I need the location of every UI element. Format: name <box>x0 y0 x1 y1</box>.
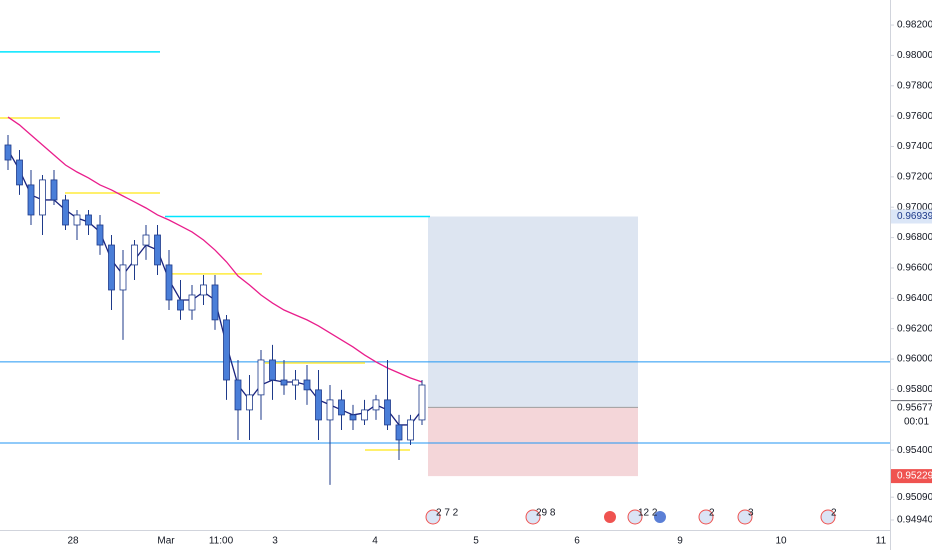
event-icon[interactable] <box>698 509 714 525</box>
x-tick-label: 4 <box>372 536 378 547</box>
candle-body <box>280 379 288 386</box>
y-tick-label: 0.98000 <box>897 50 932 61</box>
x-tick-label: 28 <box>67 536 79 547</box>
candle-body <box>154 234 161 266</box>
profit-zone <box>428 216 638 408</box>
x-tick-label: 3 <box>272 536 278 547</box>
candle-body <box>200 284 207 296</box>
candle-body <box>407 419 414 441</box>
loss-zone <box>428 407 638 477</box>
price-label-bg <box>891 469 932 484</box>
candle-body <box>234 379 242 411</box>
moving-average-slow <box>7 116 423 383</box>
event-icon[interactable] <box>820 509 836 525</box>
candle-body <box>108 244 115 291</box>
candle-body <box>142 234 150 246</box>
candle-body <box>361 409 368 421</box>
y-tick-label: 0.96200 <box>897 323 932 334</box>
x-tick-label: 11 <box>876 536 887 547</box>
candle-body <box>395 424 403 441</box>
candle-body <box>96 224 104 246</box>
event-icon[interactable] <box>737 509 753 525</box>
y-tick-label: 0.97400 <box>897 141 932 152</box>
y-tick-label: 0.98200 <box>897 20 932 31</box>
candle-body <box>85 214 92 226</box>
candle-body <box>50 179 58 201</box>
price-label: 0.95677 <box>897 403 932 414</box>
y-tick-label: 0.95090 <box>897 492 932 503</box>
event-icon[interactable] <box>604 511 616 523</box>
y-tick-label: 0.94940 <box>897 515 932 526</box>
event-label: 29 8 <box>536 508 556 519</box>
candle-body <box>384 399 391 426</box>
y-tick-label: 0.96800 <box>897 232 932 243</box>
candle-body <box>73 214 81 226</box>
y-tick-label: 0.96400 <box>897 293 932 304</box>
event-label: 3 <box>748 508 754 519</box>
x-tick-label: 11:00 <box>209 536 234 547</box>
candle-body <box>119 264 127 291</box>
countdown-bg <box>891 415 932 430</box>
candle-body <box>292 379 299 386</box>
event-icon[interactable] <box>654 511 666 523</box>
price-label-bg <box>891 209 932 224</box>
event-icons <box>604 511 666 523</box>
y-tick-label: 0.96600 <box>897 263 932 274</box>
y-tick-label: 0.97600 <box>897 111 932 122</box>
candle-body <box>315 389 322 421</box>
x-tick-label: Mar <box>157 536 175 547</box>
candle-body <box>269 359 276 381</box>
y-tick-label: 0.95400 <box>897 445 932 456</box>
candle-body <box>188 294 196 311</box>
candle-body <box>303 379 311 391</box>
y-tick-label: 0.97800 <box>897 80 932 91</box>
candle-body <box>372 399 380 411</box>
candle-body <box>246 394 253 411</box>
x-tick-label: 9 <box>677 536 683 547</box>
countdown: 00:01 <box>904 417 929 428</box>
y-tick-label: 0.95800 <box>897 384 932 395</box>
candle-body <box>177 299 184 311</box>
x-tick-label: 6 <box>574 536 580 547</box>
price-label: 0.95229 <box>897 471 932 482</box>
candle-body <box>39 179 46 216</box>
candle-body <box>326 399 334 421</box>
candle-body <box>27 184 35 216</box>
event-icon[interactable] <box>627 509 643 525</box>
candle-body <box>211 284 219 321</box>
candle-body <box>223 319 230 381</box>
event-icon[interactable] <box>425 509 441 525</box>
event-label: 2 <box>831 508 837 519</box>
candle-body <box>62 199 69 226</box>
candle-body <box>16 159 23 186</box>
y-tick-label: 0.97000 <box>897 202 932 213</box>
candle-body <box>418 384 426 421</box>
candle-body <box>349 414 357 421</box>
candle-body <box>338 399 345 416</box>
candle-body <box>165 264 173 301</box>
event-label: 2 <box>709 508 715 519</box>
price-label: 0.96939 <box>897 211 932 222</box>
x-tick-label: 10 <box>775 536 787 547</box>
y-tick-label: 0.96000 <box>897 354 932 365</box>
x-tick-label: 5 <box>473 536 479 547</box>
candle-body <box>257 359 265 396</box>
event-icon[interactable] <box>525 509 541 525</box>
candle-body <box>4 144 12 161</box>
price-label-bg <box>891 401 932 416</box>
event-label: 2 7 2 <box>436 508 459 519</box>
y-tick-label: 0.97200 <box>897 172 932 183</box>
candle-body <box>131 244 138 266</box>
event-label: 12 2 <box>638 508 658 519</box>
